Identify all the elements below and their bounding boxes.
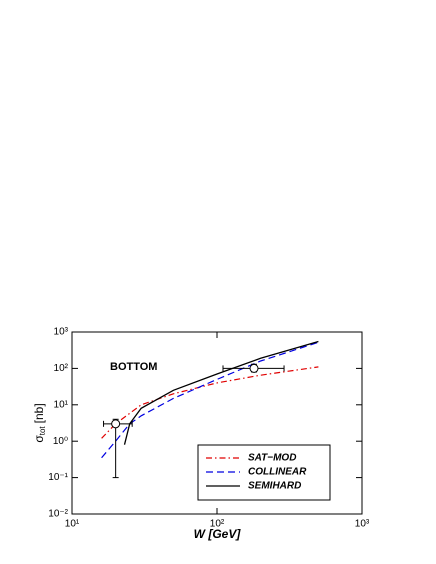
x-tick-label: 10² [210, 519, 225, 530]
x-tick-label: 10³ [355, 519, 370, 530]
y-label-unit: [nb] [32, 403, 46, 423]
series-line [101, 366, 319, 439]
y-label-symbol: σ [32, 435, 46, 443]
legend-label: COLLINEAR [248, 467, 307, 478]
data-point [111, 419, 121, 429]
annotation: BOTTOM [110, 361, 157, 373]
x-axis-label: W [GeV] [194, 527, 242, 541]
y-tick-label: 10¹ [54, 399, 69, 410]
y-axis-label: σtot [nb] [32, 403, 47, 442]
legend-label: SEMIHARD [248, 481, 301, 492]
legend-label: SAT−MOD [248, 453, 296, 464]
y-tick-label: 10⁰ [53, 436, 68, 447]
y-tick-label: 10² [54, 363, 69, 374]
y-tick-label: 10⁻² [48, 509, 68, 520]
x-tick-label: 10¹ [65, 519, 80, 530]
data-point [249, 363, 259, 373]
y-label-subscript: tot [38, 426, 47, 436]
series-line [101, 341, 319, 459]
y-tick-label: 10⁻¹ [48, 472, 68, 483]
y-tick-label: 10³ [54, 327, 69, 338]
series-line [123, 340, 319, 445]
